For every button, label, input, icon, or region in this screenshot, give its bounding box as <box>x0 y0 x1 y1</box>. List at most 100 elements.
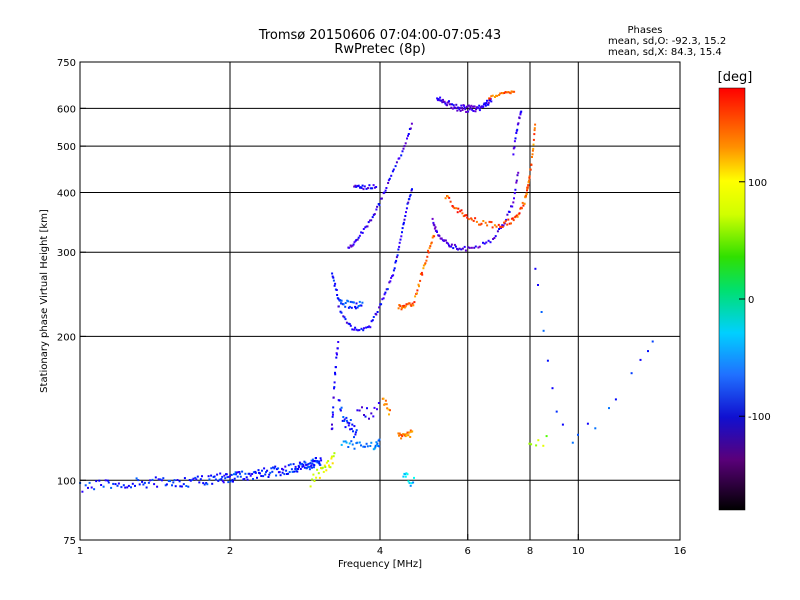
data-point <box>445 241 448 244</box>
data-point <box>483 242 486 245</box>
data-point <box>219 472 222 475</box>
data-point <box>282 468 285 471</box>
data-point <box>432 221 435 224</box>
data-point <box>532 143 535 146</box>
data-point <box>400 434 403 436</box>
data-point <box>369 187 372 190</box>
data-point <box>224 477 227 480</box>
data-point <box>447 242 450 245</box>
data-point <box>534 123 537 126</box>
data-point <box>387 408 390 411</box>
data-point <box>315 457 317 459</box>
data-point <box>332 413 334 416</box>
data-point <box>507 91 510 93</box>
x-tick-label: 10 <box>572 546 585 557</box>
data-point <box>371 216 374 219</box>
data-point <box>460 104 463 107</box>
data-point <box>205 482 208 484</box>
data-point <box>514 137 517 140</box>
data-point <box>343 418 346 421</box>
data-point <box>348 442 351 445</box>
data-point <box>458 107 461 109</box>
data-point <box>322 470 325 473</box>
data-point <box>372 184 375 187</box>
data-point <box>340 299 343 302</box>
data-point <box>502 92 504 95</box>
data-point <box>342 315 345 318</box>
data-point <box>216 473 219 476</box>
data-point <box>403 306 406 309</box>
data-point <box>513 146 516 149</box>
data-point <box>530 163 533 166</box>
data-point <box>400 235 403 238</box>
data-point <box>373 447 376 450</box>
data-point <box>354 433 357 436</box>
data-point <box>472 110 475 112</box>
data-point <box>354 431 357 434</box>
chart-subtitle: RwPretec (8p) <box>334 42 425 57</box>
data-point <box>460 209 463 212</box>
stats-heading: Phases <box>627 25 662 36</box>
data-point <box>487 239 490 242</box>
data-point <box>505 91 508 94</box>
data-point <box>311 458 314 461</box>
data-point <box>475 220 478 223</box>
data-point <box>358 441 361 444</box>
data-point <box>392 274 395 277</box>
data-point <box>354 305 357 308</box>
data-point <box>426 255 429 258</box>
data-point <box>117 482 120 485</box>
data-point <box>507 218 510 221</box>
data-point <box>361 406 363 409</box>
data-point <box>364 226 367 229</box>
data-point <box>256 476 258 479</box>
data-point <box>490 95 493 98</box>
data-point <box>279 474 282 477</box>
data-point <box>399 238 402 241</box>
data-point <box>188 479 191 481</box>
data-point <box>474 110 477 113</box>
data-point <box>384 399 387 402</box>
data-point <box>375 208 378 211</box>
data-point <box>402 147 405 150</box>
data-point <box>515 179 518 182</box>
y-tick-label: 750 <box>57 58 76 69</box>
data-point <box>488 220 491 223</box>
colorbar-ticks: 100 0 -100 <box>739 178 771 423</box>
data-point <box>287 472 290 475</box>
data-point <box>443 100 446 103</box>
data-point <box>528 175 531 178</box>
data-point <box>386 407 389 410</box>
data-point <box>365 326 368 329</box>
data-point <box>376 408 378 411</box>
data-point <box>453 243 456 246</box>
data-point <box>457 106 460 109</box>
data-point <box>482 220 485 222</box>
data-point <box>346 421 349 424</box>
data-point <box>331 275 334 278</box>
data-point <box>472 219 475 222</box>
data-point <box>314 460 317 463</box>
data-point <box>331 462 334 465</box>
data-point <box>344 302 347 304</box>
data-point <box>398 434 400 437</box>
data-point <box>135 477 138 480</box>
data-point <box>450 245 453 248</box>
data-point <box>396 254 399 257</box>
data-point <box>374 444 377 447</box>
data-point <box>404 435 407 438</box>
data-point <box>459 210 462 213</box>
chart-title: Tromsø 20150606 07:04:00-07:05:43 <box>258 28 501 43</box>
data-point <box>515 129 518 132</box>
data-point <box>308 465 311 468</box>
data-point <box>459 109 462 112</box>
data-point <box>360 231 363 234</box>
data-point <box>112 482 115 485</box>
data-point <box>516 123 519 126</box>
data-point <box>333 284 336 287</box>
data-point <box>278 471 281 474</box>
data-point <box>532 147 535 150</box>
data-point <box>477 107 480 110</box>
data-point <box>343 420 346 422</box>
data-point <box>424 263 426 266</box>
